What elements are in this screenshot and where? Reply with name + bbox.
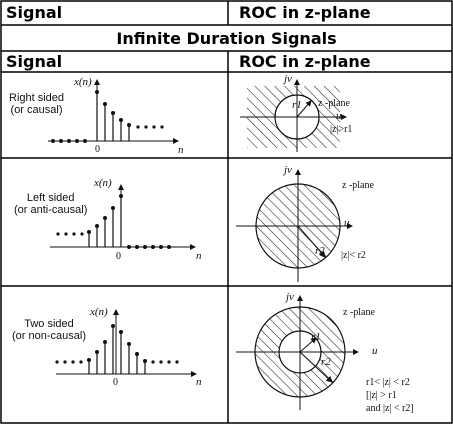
z-plane-label: z -plane <box>343 307 375 318</box>
r1-label: r1 <box>311 331 321 343</box>
r1-label: r1 <box>292 99 302 111</box>
u-axis-label: u <box>336 110 342 122</box>
subheader-roc: ROC in z-plane <box>239 52 371 71</box>
signal-ylabel: x(n) <box>90 306 108 318</box>
caption-two-sided: Two sided (or non-causal) <box>12 318 86 342</box>
r2-label: r2 <box>321 356 331 368</box>
jv-axis-label: jv <box>286 291 294 303</box>
roc-interior-plot <box>236 169 353 282</box>
roc-condition: r1< |z| < r2 [|z| > r1 and |z| < r2] <box>366 377 414 414</box>
r2-label: r2 <box>315 245 325 257</box>
jv-axis-label: jv <box>284 73 292 85</box>
signal-origin: 0 <box>116 251 121 262</box>
section-title: Infinite Duration Signals <box>116 29 337 48</box>
signal-origin: 0 <box>113 377 118 388</box>
roc-condition: |z|>r1 <box>330 124 353 135</box>
signal-xlabel: n <box>196 376 202 388</box>
header-roc: ROC in z-plane <box>239 3 371 22</box>
signal-ylabel: x(n) <box>74 76 92 88</box>
roc-exterior-plot <box>240 79 347 152</box>
two-sided-signal-plot <box>55 309 197 377</box>
caption-left-sided: Left sided (or anti-causal) <box>14 192 88 216</box>
jv-axis-label: jv <box>284 164 292 176</box>
right-sided-signal-plot <box>48 79 179 144</box>
signal-ylabel: x(n) <box>94 177 112 189</box>
u-axis-label: u <box>344 217 350 229</box>
header-signal: Signal <box>6 3 63 22</box>
u-axis-label: u <box>372 345 378 357</box>
signal-xlabel: n <box>196 250 202 262</box>
caption-right-sided: Right sided (or causal) <box>9 92 65 116</box>
roc-condition: |z|< r2 <box>341 250 366 261</box>
z-plane-label: z -plane <box>318 98 350 109</box>
subheader-signal: Signal <box>6 52 63 71</box>
signal-xlabel: n <box>178 144 184 156</box>
left-sided-signal-plot <box>50 184 196 250</box>
roc-annulus-plot <box>236 295 359 410</box>
z-plane-label: z -plane <box>342 180 374 191</box>
signal-origin: 0 <box>95 144 100 155</box>
